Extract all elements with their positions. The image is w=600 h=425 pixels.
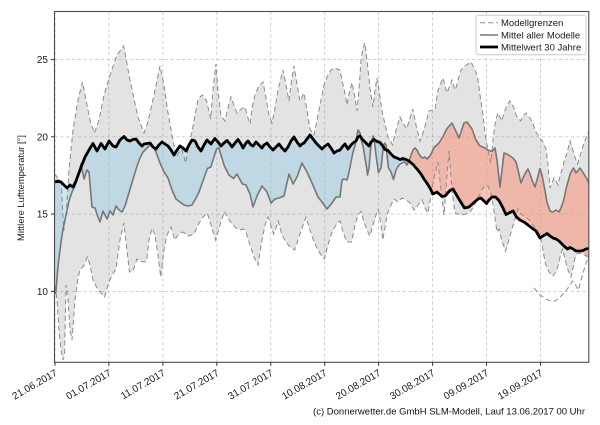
svg-text:10: 10	[37, 287, 49, 298]
svg-text:Mittel aller Modelle: Mittel aller Modelle	[501, 31, 580, 42]
svg-text:(c) Donnerwetter.de GmbH SLM-M: (c) Donnerwetter.de GmbH SLM-Modell, Lau…	[313, 407, 585, 418]
svg-text:Mittlere Lufttemperatur [°]: Mittlere Lufttemperatur [°]	[15, 135, 26, 241]
svg-text:Modellgrenzen: Modellgrenzen	[501, 18, 563, 29]
svg-text:Mittelwert 30 Jahre: Mittelwert 30 Jahre	[501, 43, 581, 54]
svg-text:15: 15	[37, 210, 49, 221]
svg-text:20: 20	[37, 132, 49, 143]
svg-text:25: 25	[37, 55, 49, 66]
